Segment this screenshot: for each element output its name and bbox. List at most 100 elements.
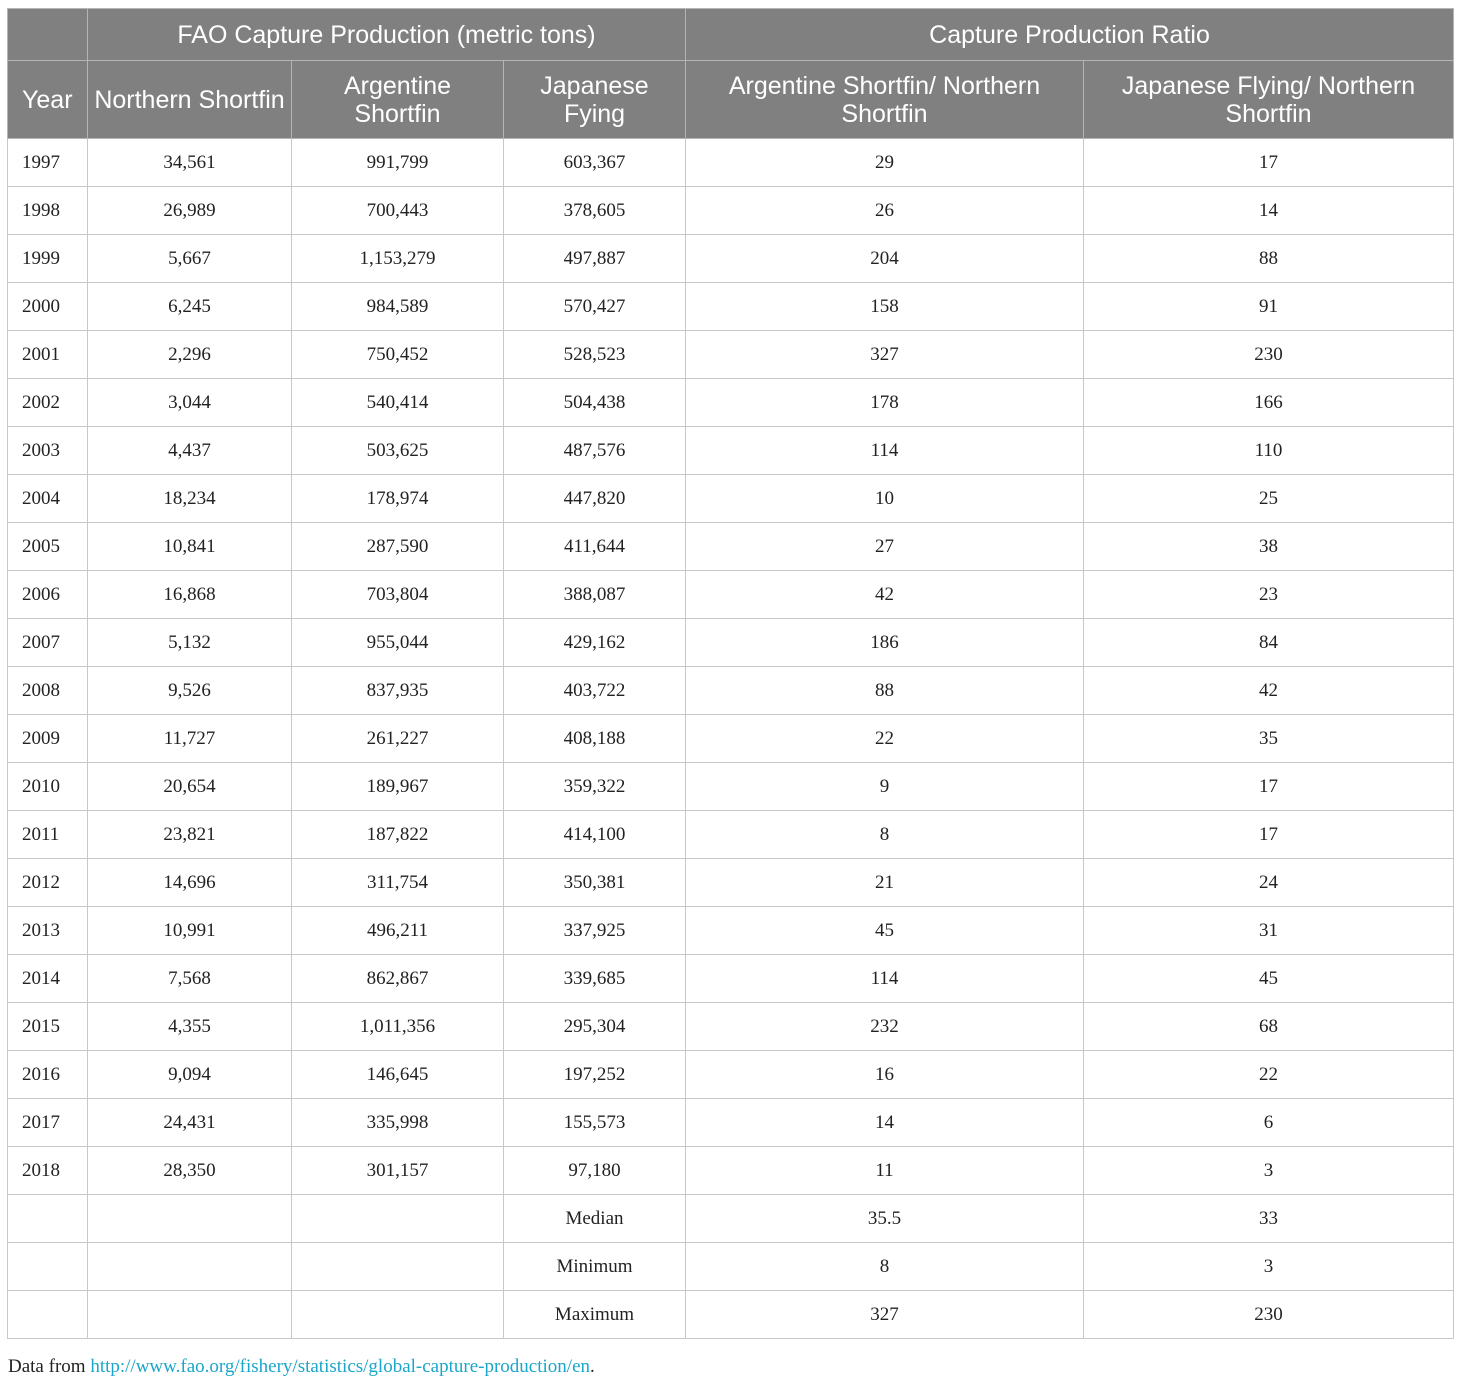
ratio-argentine-cell: 21	[685, 858, 1085, 907]
year-cell: 2014	[7, 954, 88, 1003]
japanese-flying-cell: 97,180	[502, 1146, 687, 1195]
japanese-flying-cell: 155,573	[502, 1098, 687, 1147]
table-row: 1999 5,667 1,153,279 497,887 204 88	[7, 234, 1455, 283]
argentine-shortfin-cell: 311,754	[291, 858, 504, 907]
ratio-argentine-cell: 10	[685, 474, 1085, 523]
ratio-japanese-cell: 17	[1083, 762, 1455, 811]
table-row: 2011 23,821 187,822 414,100 8 17	[7, 810, 1455, 859]
northern-shortfin-cell: 14,696	[87, 858, 292, 907]
table-row: 2007 5,132 955,044 429,162 186 84	[7, 618, 1455, 667]
table-row: 2014 7,568 862,867 339,685 114 45	[7, 954, 1455, 1003]
northern-shortfin-cell: 18,234	[87, 474, 292, 523]
header-empty-cell	[7, 8, 88, 61]
year-cell: 2012	[7, 858, 88, 907]
table-row: 2006 16,868 703,804 388,087 42 23	[7, 570, 1455, 619]
ratio-japanese-cell: 42	[1083, 666, 1455, 715]
northern-shortfin-cell	[87, 1290, 292, 1339]
year-cell: 2013	[7, 906, 88, 955]
japanese-flying-cell: 337,925	[502, 906, 687, 955]
table-row: 2018 28,350 301,157 97,180 11 3	[7, 1146, 1455, 1195]
argentine-shortfin-cell: 703,804	[291, 570, 504, 619]
northern-shortfin-cell: 7,568	[87, 954, 292, 1003]
ratio-argentine-cell: 22	[685, 714, 1085, 763]
header-ratio-argentine: Argentine Shortfin/ Northern Shortfin	[685, 60, 1085, 139]
ratio-argentine-cell: 232	[685, 1002, 1085, 1051]
japanese-flying-cell: 359,322	[502, 762, 687, 811]
table-body: 1997 34,561 991,799 603,367 29 17 1998 26,989 70…	[7, 138, 1455, 1339]
argentine-shortfin-cell: 862,867	[291, 954, 504, 1003]
argentine-shortfin-cell: 540,414	[291, 378, 504, 427]
ratio-japanese-cell: 45	[1083, 954, 1455, 1003]
argentine-shortfin-cell: 189,967	[291, 762, 504, 811]
year-cell: 1999	[7, 234, 88, 283]
ratio-argentine-cell: 178	[685, 378, 1085, 427]
northern-shortfin-cell: 5,132	[87, 618, 292, 667]
ratio-argentine-cell: 27	[685, 522, 1085, 571]
argentine-shortfin-cell	[291, 1242, 504, 1291]
ratio-japanese-cell: 91	[1083, 282, 1455, 331]
ratio-japanese-cell: 22	[1083, 1050, 1455, 1099]
ratio-argentine-cell: 114	[685, 954, 1085, 1003]
year-cell: 2001	[7, 330, 88, 379]
japanese-flying-cell: 411,644	[502, 522, 687, 571]
ratio-japanese-cell: 166	[1083, 378, 1455, 427]
footnote-prefix: Data from	[8, 1356, 91, 1377]
ratio-japanese-cell: 230	[1083, 1290, 1455, 1339]
table-row: 2012 14,696 311,754 350,381 21 24	[7, 858, 1455, 907]
ratio-japanese-cell: 31	[1083, 906, 1455, 955]
ratio-argentine-cell: 158	[685, 282, 1085, 331]
northern-shortfin-cell: 16,868	[87, 570, 292, 619]
japanese-flying-cell: 603,367	[502, 138, 687, 187]
japanese-flying-cell: 295,304	[502, 1002, 687, 1051]
northern-shortfin-cell: 9,094	[87, 1050, 292, 1099]
northern-shortfin-cell: 10,991	[87, 906, 292, 955]
year-cell: 2017	[7, 1098, 88, 1147]
argentine-shortfin-cell: 146,645	[291, 1050, 504, 1099]
ratio-argentine-cell: 114	[685, 426, 1085, 475]
table-row: 2008 9,526 837,935 403,722 88 42	[7, 666, 1455, 715]
northern-shortfin-cell: 34,561	[87, 138, 292, 187]
table-row: 2005 10,841 287,590 411,644 27 38	[7, 522, 1455, 571]
header-column-row: Year Northern Shortfin Argentine Shortfi…	[7, 60, 1455, 139]
year-cell: 2009	[7, 714, 88, 763]
ratio-argentine-cell: 42	[685, 570, 1085, 619]
northern-shortfin-cell: 20,654	[87, 762, 292, 811]
ratio-argentine-cell: 204	[685, 234, 1085, 283]
japanese-flying-cell: 528,523	[502, 330, 687, 379]
ratio-japanese-cell: 25	[1083, 474, 1455, 523]
argentine-shortfin-cell: 837,935	[291, 666, 504, 715]
northern-shortfin-cell: 4,437	[87, 426, 292, 475]
ratio-japanese-cell: 17	[1083, 138, 1455, 187]
year-cell: 2010	[7, 762, 88, 811]
footnote: Data from http://www.fao.org/fishery/sta…	[8, 1356, 595, 1378]
table-row: 2016 9,094 146,645 197,252 16 22	[7, 1050, 1455, 1099]
argentine-shortfin-cell: 335,998	[291, 1098, 504, 1147]
japanese-flying-cell: 350,381	[502, 858, 687, 907]
year-cell: 2007	[7, 618, 88, 667]
japanese-flying-cell: 429,162	[502, 618, 687, 667]
ratio-argentine-cell: 16	[685, 1050, 1085, 1099]
ratio-japanese-cell: 3	[1083, 1146, 1455, 1195]
ratio-japanese-cell: 24	[1083, 858, 1455, 907]
table-row: 1998 26,989 700,443 378,605 26 14	[7, 186, 1455, 235]
japanese-flying-cell: 487,576	[502, 426, 687, 475]
header-ratio-japanese: Japanese Flying/ Northern Shortfin	[1083, 60, 1455, 139]
capture-production-table: FAO Capture Production (metric tons) Cap…	[7, 8, 1455, 1339]
northern-shortfin-cell: 9,526	[87, 666, 292, 715]
argentine-shortfin-cell: 1,153,279	[291, 234, 504, 283]
summary-row: Maximum 327 230	[7, 1290, 1455, 1339]
japanese-flying-cell: 408,188	[502, 714, 687, 763]
summary-row: Minimum 8 3	[7, 1242, 1455, 1291]
ratio-japanese-cell: 88	[1083, 234, 1455, 283]
ratio-japanese-cell: 230	[1083, 330, 1455, 379]
footnote-suffix: .	[590, 1356, 595, 1377]
ratio-argentine-cell: 186	[685, 618, 1085, 667]
footnote-source-link[interactable]: http://www.fao.org/fishery/statistics/gl…	[90, 1356, 590, 1377]
header-argentine-shortfin: Argentine Shortfin	[291, 60, 504, 139]
ratio-argentine-cell: 327	[685, 330, 1085, 379]
northern-shortfin-cell	[87, 1242, 292, 1291]
argentine-shortfin-cell: 700,443	[291, 186, 504, 235]
ratio-argentine-cell: 35.5	[685, 1194, 1085, 1243]
year-cell: 2004	[7, 474, 88, 523]
ratio-japanese-cell: 3	[1083, 1242, 1455, 1291]
